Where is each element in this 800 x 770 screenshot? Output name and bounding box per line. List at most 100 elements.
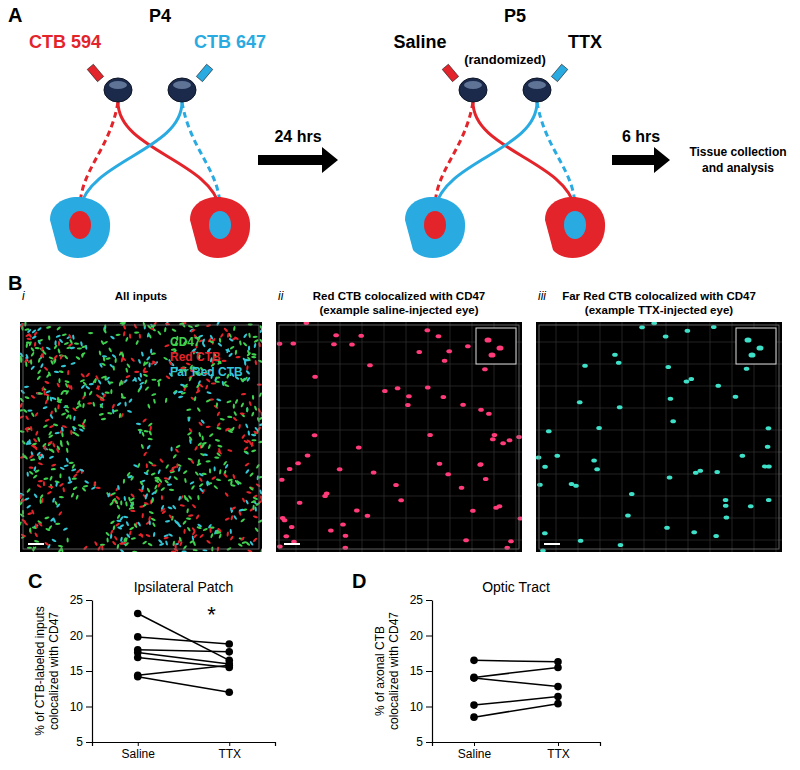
image-speck [337, 467, 343, 471]
image-speck [83, 485, 89, 488]
image-speck [139, 381, 145, 385]
image-speck [150, 498, 154, 504]
image-speck [715, 384, 721, 388]
image-inset [736, 328, 776, 364]
image-speck [203, 527, 209, 531]
image-speck [68, 334, 73, 340]
image-speck [190, 459, 195, 464]
image-speck [213, 466, 215, 471]
image-speck [110, 534, 113, 539]
image-speck [442, 359, 448, 363]
image-grid [472, 322, 473, 552]
image-speck [685, 329, 691, 333]
image-speck [639, 325, 645, 329]
image-speck [43, 390, 45, 395]
image-title: (example saline-injected eye) [319, 304, 478, 316]
image-speck [27, 410, 32, 412]
y-tick: 5 [416, 735, 432, 749]
image-speck [232, 474, 236, 480]
diagram-stage: P5SalineTTX(randomized) [393, 6, 605, 258]
image-speck [100, 340, 105, 346]
syringe [87, 64, 103, 81]
image-speck [253, 497, 259, 501]
image-speck [253, 515, 259, 519]
image-speck [117, 485, 120, 491]
image-speck [371, 471, 377, 475]
image-speck [365, 514, 371, 518]
image-speck [141, 351, 145, 357]
image-speck [197, 495, 200, 500]
image-speck [79, 428, 85, 432]
image-speck [50, 448, 55, 453]
image-speck [146, 356, 151, 361]
image-speck [260, 548, 262, 552]
image-speck [217, 527, 222, 532]
image-speck [436, 334, 442, 338]
image-legend: Far Red CTB [170, 365, 243, 379]
image-speck [247, 549, 253, 552]
image-speck [109, 501, 114, 506]
image-speck [38, 462, 44, 466]
image-speck [246, 377, 251, 383]
image-speck [240, 413, 245, 418]
image-speck [58, 341, 60, 346]
series-line [138, 658, 230, 668]
image-speck [41, 353, 45, 359]
image-speck [215, 439, 221, 442]
image-speck [127, 475, 133, 479]
image-speck [240, 518, 245, 523]
note: (randomized) [464, 52, 546, 67]
image-panel: iAll inputsCD47Red CTBFar Red CTB [18, 289, 264, 554]
image-speck [165, 540, 169, 546]
image-speck [226, 531, 229, 536]
image-speck [28, 470, 33, 475]
series-line [138, 677, 230, 693]
data-point [554, 683, 562, 691]
image-speck [596, 426, 602, 430]
image-speck [38, 522, 43, 527]
panel-label: C [28, 570, 42, 592]
image-title: Red CTB colocalized with CD47 [313, 290, 486, 302]
image-grid [688, 322, 689, 552]
image-speck [206, 399, 212, 403]
image-speck [59, 483, 65, 488]
image-speck [129, 333, 132, 338]
image-speck [243, 450, 249, 454]
image-speck [245, 423, 249, 429]
image-speck [82, 381, 87, 386]
image-speck [43, 424, 49, 429]
data-point [225, 662, 233, 670]
image-speck [254, 430, 260, 435]
image-speck [22, 453, 26, 459]
image-speck [241, 497, 245, 503]
scale-bar [28, 543, 44, 545]
image-speck [723, 504, 729, 508]
image-speck [130, 505, 135, 510]
image-speck [133, 323, 137, 329]
image-speck [73, 416, 76, 421]
image-speck [714, 470, 720, 474]
image-speck [88, 390, 93, 396]
image-speck [137, 521, 141, 527]
y-tick: 10 [70, 700, 92, 714]
image-speck [217, 342, 222, 347]
y-tick: 15 [410, 664, 432, 678]
image-speck [215, 402, 218, 407]
image-speck [88, 332, 93, 334]
image-speck [105, 357, 111, 360]
x-tick: Saline [458, 742, 492, 761]
image-speck [518, 516, 522, 520]
image-speck [151, 393, 157, 397]
image-speck [465, 344, 471, 348]
image-grid [600, 322, 601, 552]
image-speck [277, 342, 283, 346]
image-speck [740, 454, 746, 458]
image-title: All inputs [115, 290, 167, 302]
image-speck [216, 422, 221, 428]
image-speck [224, 492, 229, 497]
image-speck [228, 352, 233, 357]
image-speck [160, 505, 164, 511]
image-speck [489, 352, 496, 357]
image-speck [395, 386, 401, 390]
image-speck [33, 493, 38, 498]
